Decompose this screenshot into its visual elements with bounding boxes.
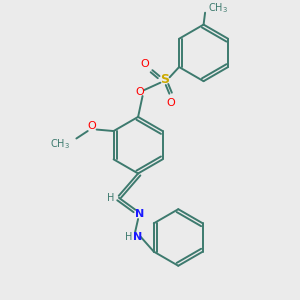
Text: S: S <box>160 73 169 86</box>
Text: N: N <box>135 209 144 219</box>
Text: O: O <box>167 98 175 108</box>
Text: CH$_3$: CH$_3$ <box>50 137 70 151</box>
Text: O: O <box>87 121 96 131</box>
Text: O: O <box>140 58 149 69</box>
Text: H: H <box>125 232 132 242</box>
Text: N: N <box>134 232 143 242</box>
Text: O: O <box>136 87 145 97</box>
Text: H: H <box>107 193 114 203</box>
Text: CH$_3$: CH$_3$ <box>208 1 228 15</box>
